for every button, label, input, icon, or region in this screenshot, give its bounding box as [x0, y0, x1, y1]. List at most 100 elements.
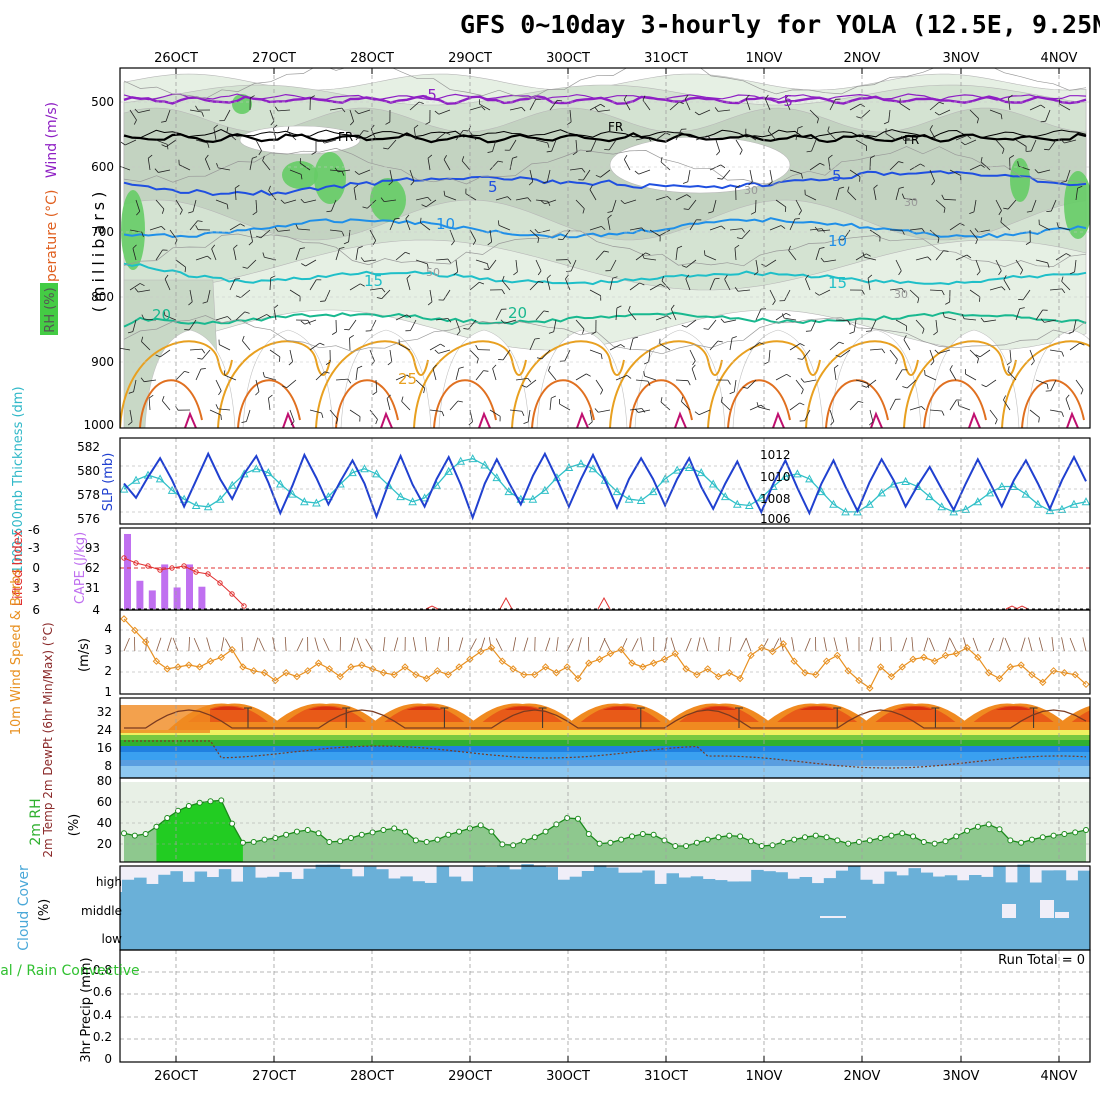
wind-barb-flag — [154, 168, 159, 173]
thickness-point — [263, 468, 273, 477]
wind-barb — [685, 278, 691, 291]
wind-barb-flag — [288, 361, 293, 366]
precip-tick-0: 0 — [104, 1052, 112, 1066]
wind-barb — [1000, 221, 1011, 231]
wind-barb — [479, 103, 491, 111]
wind10-barb — [804, 637, 811, 652]
wind-barb-flag — [677, 245, 683, 249]
wind-barb-flag — [835, 354, 841, 358]
wind-barb — [425, 199, 437, 208]
wind-barb — [638, 169, 651, 175]
temp-diurnal-peak — [799, 706, 836, 710]
wind-barb-flag — [423, 388, 426, 394]
wind-barb — [649, 283, 661, 291]
wind-barb — [207, 289, 211, 302]
wind-barb-flag — [898, 270, 902, 276]
wind-barb — [929, 289, 943, 291]
contour-30c — [237, 379, 301, 428]
wind-barb — [989, 409, 998, 420]
wind-barb — [435, 317, 448, 321]
wind-barb-flag — [870, 155, 876, 159]
wind-barb — [975, 259, 981, 272]
wind-barb-flag — [670, 304, 675, 310]
wind-barb — [842, 229, 851, 241]
wind-barb — [358, 169, 371, 175]
wind-barb — [885, 133, 897, 141]
wind-barb — [165, 109, 171, 122]
wind-barb-flag — [867, 274, 873, 279]
wind-barb — [655, 132, 666, 141]
cloud-high-bar — [424, 882, 437, 892]
rh-point — [780, 839, 787, 845]
wind-barb — [406, 278, 411, 291]
date-label-bottom: 1NOV — [746, 1069, 783, 1084]
wind-barb — [189, 348, 202, 351]
wind-barb-flag — [201, 348, 206, 354]
wind-barb — [595, 250, 605, 261]
wind-barb-flag — [820, 257, 825, 263]
wind-barb — [675, 379, 689, 382]
rh-high-blob — [1064, 171, 1090, 239]
wind-barb — [475, 370, 484, 381]
wind10-barb — [512, 637, 517, 652]
rh-point — [520, 838, 527, 845]
wind-barb — [353, 188, 357, 201]
temp-diurnal-fill — [1051, 705, 1090, 730]
label-rh: RH (%) — [43, 287, 58, 332]
wind10-barb — [458, 637, 464, 652]
li-spike — [425, 605, 439, 610]
wind-barb — [381, 289, 391, 299]
wind-barb — [755, 199, 757, 213]
wind-barb — [515, 197, 528, 201]
wind-barb-flag — [1061, 180, 1067, 183]
wind-barb — [189, 289, 193, 302]
rh-point — [542, 828, 549, 835]
wind-barb — [600, 169, 611, 178]
wind-barb — [401, 401, 411, 411]
wind-barb — [155, 139, 168, 145]
wind-barb — [1061, 281, 1071, 291]
wind-barb — [255, 139, 262, 151]
thickness-point — [1033, 499, 1043, 508]
wind-barb — [409, 169, 415, 182]
wind10-point — [401, 663, 409, 671]
wind-barb — [969, 109, 979, 119]
wind10-point — [995, 674, 1004, 683]
wind-barb — [709, 278, 715, 291]
wind-barb — [833, 368, 837, 381]
wind10-barb — [1004, 637, 1011, 652]
wind-barb — [715, 139, 721, 152]
wind-barb-flag — [937, 237, 940, 243]
wind-barb-flag — [1017, 161, 1020, 167]
wind-barb-flag — [1068, 331, 1074, 334]
wind-barb — [147, 158, 151, 171]
li-tick-m3: -3 — [28, 541, 40, 555]
wind-barb-flag — [242, 266, 248, 269]
label-thickness: 1000-500mb Thickness (dm) — [11, 386, 26, 573]
wind-barb-flag — [357, 365, 363, 369]
thickness-point — [865, 499, 874, 508]
wind-barb — [355, 130, 364, 141]
thickness-point — [396, 492, 405, 501]
wind10-barb — [1051, 637, 1054, 652]
cloud-high-bar — [557, 879, 571, 892]
wind-barb — [789, 218, 796, 231]
wind10-point — [628, 659, 636, 667]
cloud-high-bar — [896, 875, 909, 892]
rh2m-axis: 80 60 40 20 2m RH (%) — [28, 774, 112, 851]
cloud-high-bar — [1077, 870, 1091, 892]
thickness-point — [215, 494, 225, 503]
label-wind10-unit: (m/s) — [77, 638, 92, 672]
wind-barb-flag — [405, 251, 411, 255]
wind-barb — [681, 401, 691, 411]
wind10-point — [390, 670, 398, 679]
wind-barb-flag — [523, 421, 529, 425]
label-wind10: 10m Wind Speed & Barbs — [9, 569, 24, 736]
wind10-point — [952, 649, 960, 658]
wind-barb — [755, 308, 762, 321]
wind-barb-flag — [939, 101, 944, 105]
wind-barb — [535, 199, 548, 202]
cloud-mid-gap — [1040, 900, 1054, 918]
wind-barb-flag — [427, 154, 433, 159]
wind10-barb — [188, 636, 190, 652]
